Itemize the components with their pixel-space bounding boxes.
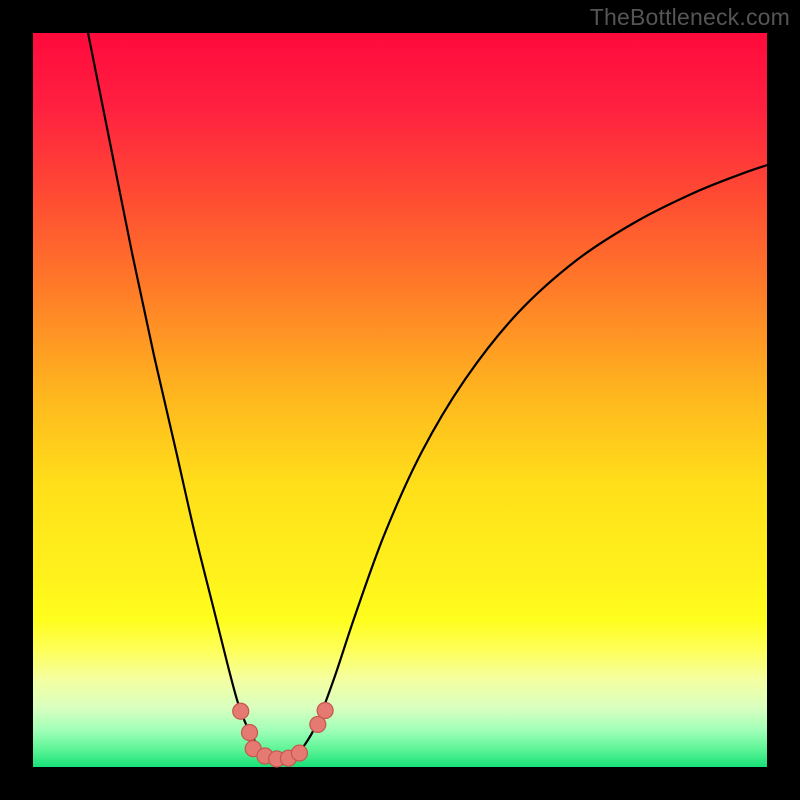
- gradient-background: [33, 33, 767, 767]
- chart-frame: TheBottleneck.com: [0, 0, 800, 800]
- curve-marker: [317, 702, 333, 718]
- curve-marker: [233, 703, 249, 719]
- plot-area: [33, 33, 767, 767]
- watermark-text: TheBottleneck.com: [590, 4, 790, 31]
- chart-svg: [33, 33, 767, 767]
- curve-marker: [242, 725, 258, 741]
- curve-marker: [291, 745, 307, 761]
